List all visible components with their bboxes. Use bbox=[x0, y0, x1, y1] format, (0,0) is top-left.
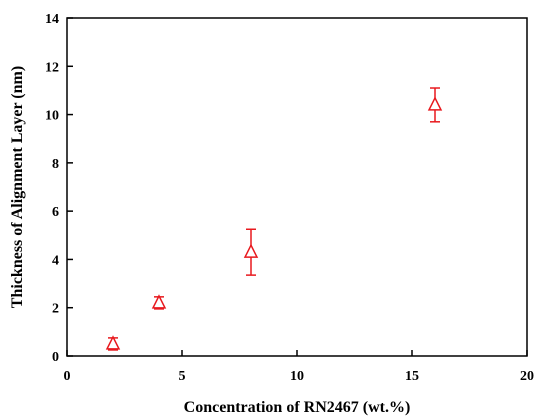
y-tick-label: 14 bbox=[45, 12, 59, 27]
x-tick-label: 15 bbox=[405, 369, 419, 384]
marker bbox=[151, 294, 167, 309]
y-tick-label: 4 bbox=[52, 253, 59, 268]
y-tick-label: 12 bbox=[45, 60, 59, 75]
marker bbox=[105, 335, 121, 350]
x-tick-label: 20 bbox=[520, 369, 534, 384]
x-tick-label: 10 bbox=[290, 369, 304, 384]
y-tick-label: 6 bbox=[52, 205, 59, 220]
y-tick-label: 0 bbox=[52, 350, 59, 365]
x-axis-title: Concentration of RN2467 (wt.%) bbox=[184, 399, 411, 416]
marker bbox=[243, 243, 259, 258]
plot-frame bbox=[66, 17, 528, 357]
x-tick-label: 0 bbox=[64, 369, 71, 384]
y-tick-label: 8 bbox=[52, 157, 59, 172]
error-bar bbox=[246, 228, 256, 276]
marker bbox=[427, 96, 443, 111]
y-tick-label: 2 bbox=[52, 302, 59, 317]
y-axis-title: Thickness of Alignment Layer (nm) bbox=[9, 66, 26, 308]
x-tick-label: 5 bbox=[179, 369, 186, 384]
error-bar bbox=[430, 87, 440, 123]
y-tick-label: 10 bbox=[45, 109, 59, 124]
